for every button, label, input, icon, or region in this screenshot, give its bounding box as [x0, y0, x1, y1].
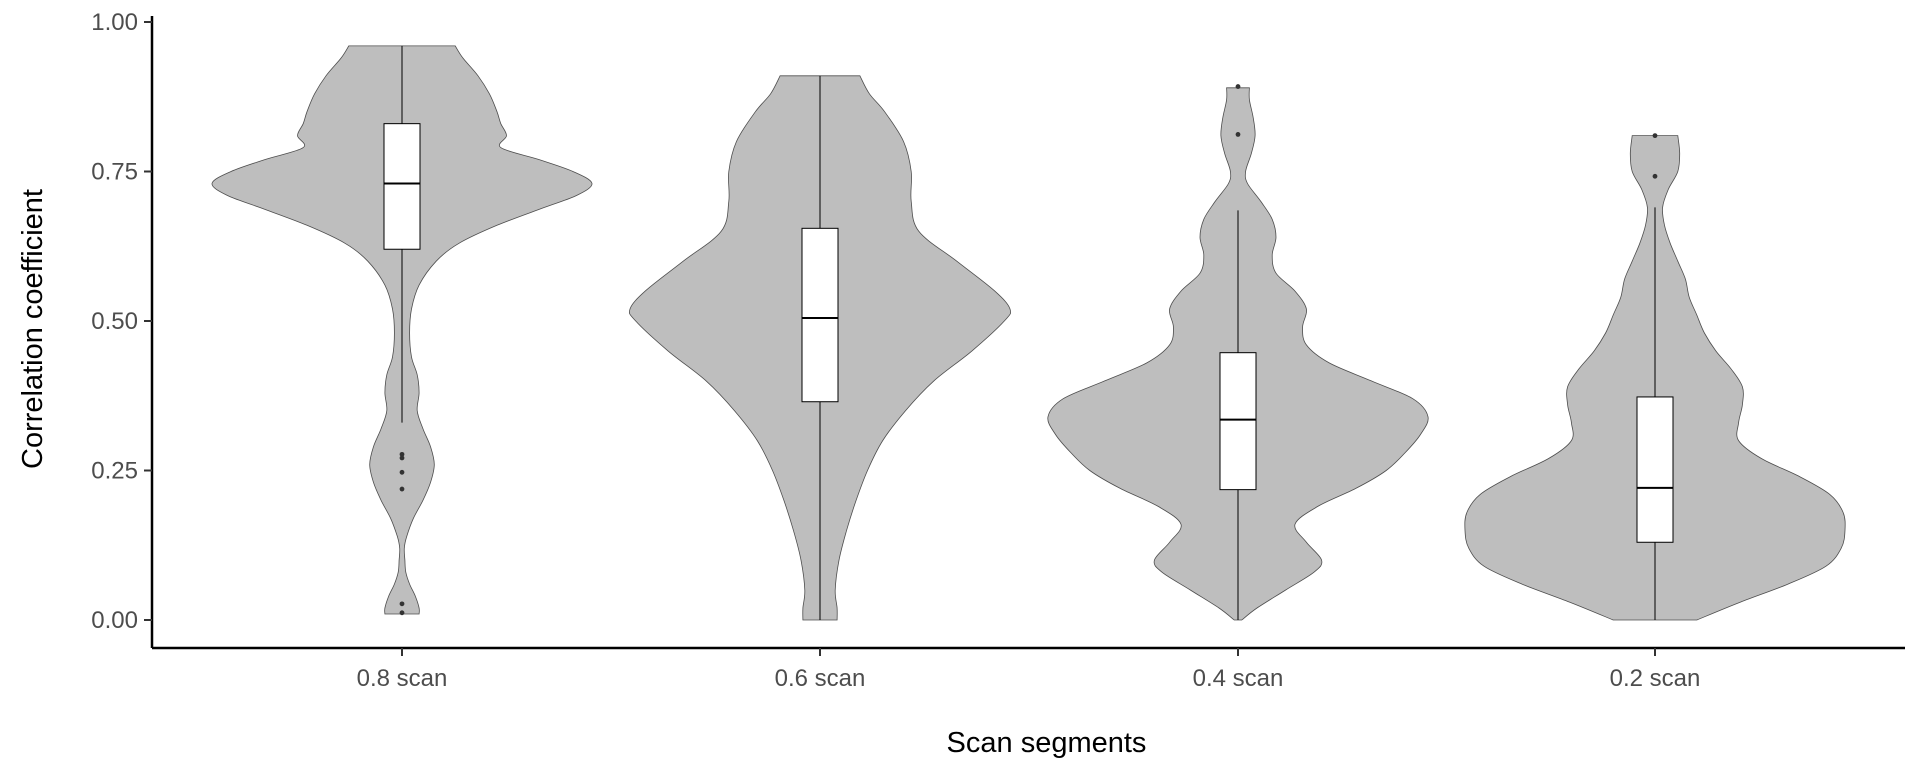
- x-tick-label: 0.6 scan: [775, 665, 866, 692]
- outlier-point: [400, 487, 405, 492]
- outlier-point: [400, 456, 405, 461]
- y-axis-ticks: 0.00 0.25 0.50 0.75 1.00: [91, 9, 152, 634]
- y-tick-label: 0.50: [91, 308, 138, 335]
- iqr-box: [1637, 397, 1673, 542]
- iqr-box: [802, 228, 838, 401]
- y-tick-label: 1.00: [91, 9, 138, 36]
- outlier-point: [1236, 132, 1241, 137]
- violin-group: [1048, 84, 1428, 620]
- x-tick-label: 0.4 scan: [1193, 665, 1284, 692]
- outlier-point: [1236, 84, 1241, 89]
- outlier-point: [1653, 174, 1658, 179]
- iqr-box: [384, 124, 420, 250]
- y-tick-label: 0.25: [91, 458, 138, 485]
- violin-group: [629, 76, 1010, 620]
- y-tick-label: 0.00: [91, 607, 138, 634]
- outlier-point: [400, 610, 405, 615]
- iqr-box: [1220, 353, 1256, 490]
- violin-group: [1465, 133, 1845, 620]
- x-tick-label: 0.2 scan: [1610, 665, 1701, 692]
- outlier-point: [400, 601, 405, 606]
- violin-group: [212, 46, 592, 615]
- violin-layer: [212, 46, 1845, 620]
- x-axis-title: Scan segments: [947, 727, 1147, 759]
- outlier-point: [1653, 133, 1658, 138]
- x-axis-ticks: 0.8 scan 0.6 scan 0.4 scan 0.2 scan: [357, 648, 1701, 692]
- outlier-point: [400, 470, 405, 475]
- x-tick-label: 0.8 scan: [357, 665, 448, 692]
- y-tick-label: 0.75: [91, 159, 138, 186]
- y-axis-title: Correlation coefficient: [17, 189, 49, 469]
